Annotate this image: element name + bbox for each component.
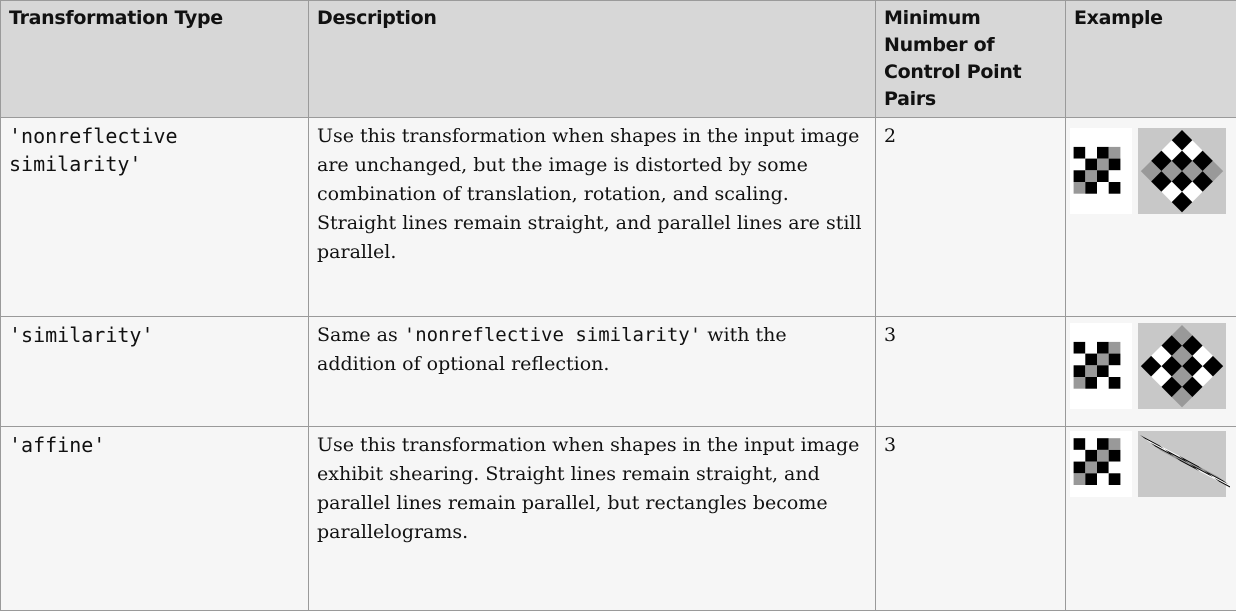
header-cell: Description	[309, 1, 876, 118]
header-row: Transformation Type Description Minimum …	[1, 1, 1236, 118]
page: {"table": { "header": ["Transformation T…	[0, 0, 1236, 596]
description-cell: Same as 'nonreflective similarity' with …	[309, 317, 876, 427]
example-image	[1070, 128, 1230, 216]
description-text: Same as	[317, 324, 404, 346]
description-cell: Use this transformation when shapes in t…	[309, 118, 876, 317]
description-cell: Use this transformation when shapes in t…	[309, 427, 876, 611]
row: 'affine' Use this transformation when sh…	[1, 427, 1236, 611]
example-image	[1070, 431, 1230, 501]
min-pairs-cell: 2	[876, 118, 1066, 317]
example-cell	[1066, 118, 1236, 317]
min-pairs-cell: 3	[876, 427, 1066, 611]
header-cell: Transformation Type	[1, 1, 309, 118]
min-pairs-cell: 3	[876, 317, 1066, 427]
example-cell	[1066, 427, 1236, 611]
example-image	[1070, 323, 1230, 411]
header-cell: Example	[1066, 1, 1236, 118]
example-cell	[1066, 317, 1236, 427]
description-text: Use this transformation when shapes in t…	[317, 125, 862, 263]
header-cell: Minimum Number of Control Point Pairs	[876, 1, 1066, 118]
type-cell: 'similarity'	[1, 317, 309, 427]
inline-code: 'nonreflective similarity'	[404, 324, 701, 346]
description-text: Use this transformation when shapes in t…	[317, 434, 859, 543]
type-cell: 'affine'	[1, 427, 309, 611]
type-cell: 'nonreflective similarity'	[1, 118, 309, 317]
row: 'nonreflective similarity' Use this tran…	[1, 118, 1236, 317]
row: 'similarity' Same as 'nonreflective simi…	[1, 317, 1236, 427]
